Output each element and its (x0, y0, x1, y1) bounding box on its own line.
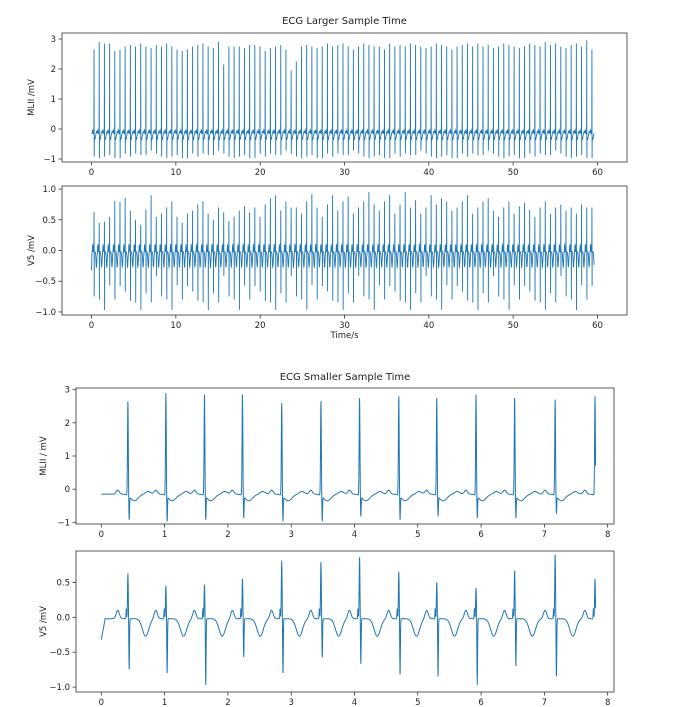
x-tick-label: 6 (478, 530, 483, 540)
axes-frame (61, 185, 628, 316)
y-tick-label: −1 (43, 155, 56, 165)
x-tick-label: 60 (592, 321, 603, 331)
x-tick-label: 60 (592, 168, 603, 178)
y-tick-label: 3 (65, 386, 70, 396)
y-tick-label: −1.0 (49, 683, 70, 693)
y-tick-label: 2 (65, 419, 70, 429)
y-axis-label: MLII /mV (27, 79, 37, 116)
x-tick-label: 40 (423, 168, 434, 178)
x-tick-label: 7 (542, 698, 547, 707)
ecg-series-line (101, 392, 597, 522)
x-tick-label: 3 (288, 530, 293, 540)
y-tick-label: 3 (51, 35, 56, 45)
y-tick-label: 0 (65, 485, 70, 495)
panel-v5: 0 10 20 30 40 50 60 −1.0 −0.5 0.0 0.5 1.0 V5 /mV (27, 185, 628, 331)
x-tick-label: 5 (415, 530, 420, 540)
x-tick-label: 0 (99, 698, 104, 707)
x-tick-label: 20 (255, 168, 266, 178)
chart-title: ECG Smaller Sample Time (280, 372, 411, 383)
ecg-series-line (91, 40, 595, 159)
x-tick-label: 0 (99, 530, 104, 540)
y-tick-label: −0.5 (49, 648, 70, 658)
x-tick-label: 3 (288, 698, 293, 707)
x-tick-label: 1 (162, 698, 167, 707)
x-tick-label: 50 (508, 321, 519, 331)
y-tick-label: 0 (51, 125, 56, 135)
y-tick-label: −0.5 (35, 277, 56, 287)
y-tick-label: 2 (51, 65, 56, 75)
x-tick-label: 10 (170, 168, 181, 178)
x-tick-label: 10 (170, 321, 181, 331)
y-tick-label: 0.5 (42, 216, 56, 226)
axes-frame (75, 387, 615, 525)
x-tick-label: 30 (339, 321, 350, 331)
x-tick-label: 2 (225, 530, 230, 540)
y-axis-label: V5 /mV (39, 606, 49, 637)
figure-2: ECG Smaller Sample Time 0 1 2 3 4 5 6 7 8 −1 0 1 2 3 ML… (39, 372, 615, 707)
y-axis-label: V5 /mV (27, 235, 37, 266)
panel-mlii: 0 10 20 30 40 50 60 −1 0 1 2 3 MLII /mV (27, 32, 628, 178)
y-axis-label: MLII / mV (39, 436, 49, 476)
x-tick-label: 0 (89, 168, 94, 178)
x-tick-label: 4 (352, 698, 357, 707)
x-tick-label: 20 (255, 321, 266, 331)
y-tick-label: 1 (65, 452, 70, 462)
x-tick-label: 1 (162, 530, 167, 540)
y-tick-label: 0.0 (42, 247, 56, 257)
x-tick-label: 7 (542, 530, 547, 540)
x-tick-label: 5 (415, 698, 420, 707)
y-tick-label: 0.0 (56, 613, 70, 623)
y-tick-label: 1 (51, 95, 56, 105)
y-tick-label: −1.0 (35, 308, 56, 318)
panel-v5: 0 1 2 3 4 5 6 7 8 −1.0 −0.5 0.0 0.5 V5 /mV (39, 550, 615, 707)
ecg-series-line (100, 554, 597, 685)
axes-frame (75, 550, 615, 693)
chart-title: ECG Larger Sample Time (282, 16, 407, 27)
ecg-series-line (91, 192, 595, 310)
x-tick-label: 40 (423, 321, 434, 331)
panel-mlii: 0 1 2 3 4 5 6 7 8 −1 0 1 2 3 MLII / mV (39, 386, 615, 540)
x-tick-label: 2 (225, 698, 230, 707)
x-tick-label: 8 (605, 698, 610, 707)
x-tick-label: 30 (339, 168, 350, 178)
x-tick-label: 6 (478, 698, 483, 707)
x-axis-label: Time/s (329, 331, 359, 341)
x-tick-label: 50 (508, 168, 519, 178)
x-tick-label: 8 (605, 530, 610, 540)
x-tick-label: 0 (89, 321, 94, 331)
y-tick-label: −1 (57, 518, 70, 528)
y-tick-label: 1.0 (42, 185, 56, 195)
axes-frame (61, 32, 628, 163)
x-tick-label: 4 (352, 530, 357, 540)
y-tick-label: 0.5 (56, 578, 70, 588)
